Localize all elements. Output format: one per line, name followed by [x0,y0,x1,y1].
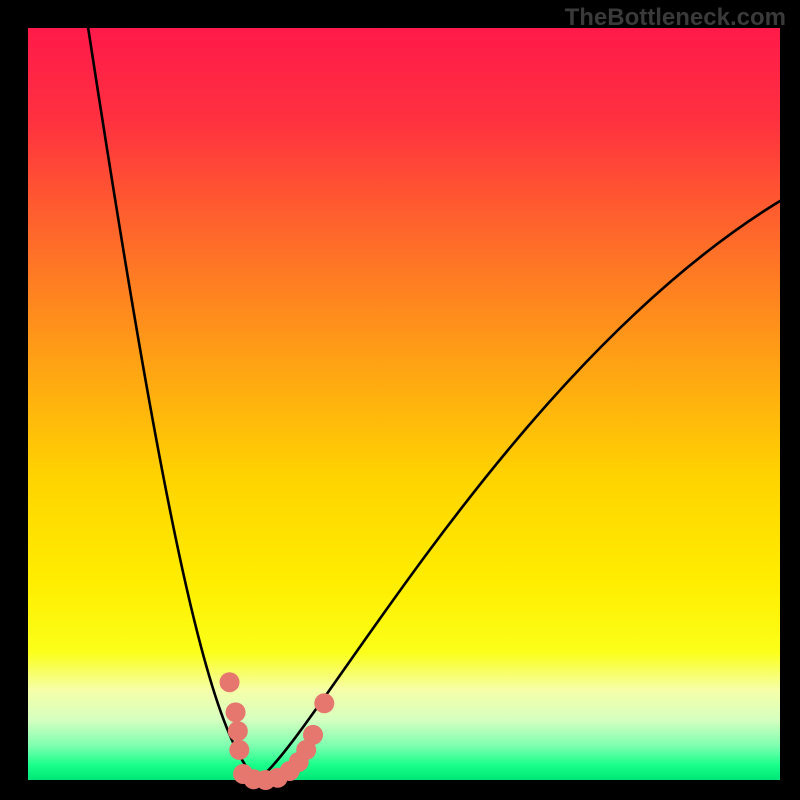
chart-stage: TheBottleneck.com [0,0,800,800]
data-point-marker [226,702,246,722]
bottleneck-curve [88,28,780,780]
data-point-marker [220,672,240,692]
data-point-marker [303,725,323,745]
chart-svg-layer [0,0,800,800]
data-point-marker [314,693,334,713]
data-point-markers [220,672,335,790]
data-point-marker [229,740,249,760]
data-point-marker [228,721,248,741]
watermark-text: TheBottleneck.com [565,4,786,32]
